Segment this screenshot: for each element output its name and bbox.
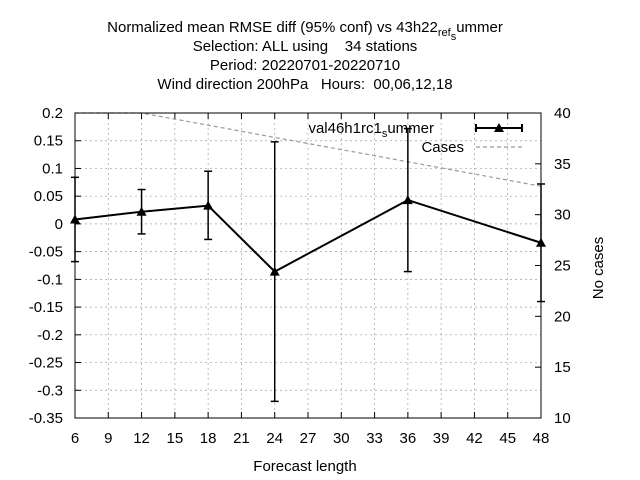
series-main-line — [74, 198, 542, 273]
y-tick-label: 0 — [55, 216, 63, 233]
title-sub-ref: ref — [438, 27, 452, 39]
x-tick-label: 9 — [104, 430, 112, 447]
plot-frame — [74, 112, 542, 419]
x-tick-label: 6 — [71, 430, 79, 447]
x-tick-label: 27 — [300, 430, 317, 447]
y-tick-label: 0.05 — [34, 188, 63, 205]
y-tick-label: -0.1 — [37, 271, 63, 288]
y-tick-label: -0.2 — [37, 327, 63, 344]
y-tick-label: 0.2 — [42, 105, 63, 122]
title-sub-s: s — [451, 31, 457, 43]
y2-tick-label: 15 — [554, 359, 571, 376]
y-tick-label: -0.3 — [37, 382, 63, 399]
y-tick-label: -0.05 — [29, 244, 63, 261]
series-main-point — [402, 195, 413, 205]
title-suffix: ummer — [456, 19, 503, 36]
legend-label-series-1-prefix: val46h1rc1 — [308, 120, 381, 137]
legend-label-series-1-sub: s — [382, 128, 388, 140]
x-tick-label: 45 — [499, 430, 516, 447]
x-tick-label: 42 — [466, 430, 483, 447]
x-tick-label: 21 — [233, 430, 250, 447]
legend-marker-series-1 — [494, 123, 504, 132]
series-main-point — [136, 206, 147, 216]
tick-label-layer: 6 9 12 15 18 21 24 27 30 33 36 39 42 45 48 -0.35 -0.3 -0.… — [29, 105, 571, 447]
legend-label-series-1: val46h1rc1summer — [308, 120, 434, 140]
legend-label-series-2: Cases — [421, 139, 464, 156]
y-tick-label: -0.15 — [29, 299, 63, 316]
y2-tick-label: 20 — [554, 308, 571, 325]
x-tick-label: 30 — [333, 430, 350, 447]
y2-tick-label: 10 — [554, 410, 571, 427]
x-tick-label: 15 — [167, 430, 184, 447]
chart-title: Normalized mean RMSE diff (95% conf) vs … — [107, 19, 503, 43]
y-tick-label: -0.25 — [29, 355, 63, 372]
y2-axis-label: No cases — [590, 237, 607, 300]
y-tick-label: -0.35 — [29, 410, 63, 427]
legend-label-series-1-suffix: ummer — [387, 120, 434, 137]
x-tick-label: 39 — [433, 430, 450, 447]
legend: val46h1rc1summer Cases — [308, 120, 523, 156]
y2-tick-label: 40 — [554, 105, 571, 122]
y-tick-label: 0.1 — [42, 160, 63, 177]
subtitle-period: Period: 20220701-20220710 — [210, 57, 400, 74]
y-tick-label: 0.15 — [34, 133, 63, 150]
y2-tick-label: 30 — [554, 207, 571, 224]
x-tick-label: 12 — [133, 430, 150, 447]
subtitle-parameter: Wind direction 200hPa Hours: 00,06,12,18 — [157, 76, 452, 93]
x-tick-label: 48 — [533, 430, 550, 447]
subtitle-selection: Selection: ALL using 34 stations — [193, 38, 418, 55]
series-main-point — [269, 266, 280, 276]
x-tick-label: 24 — [266, 430, 283, 447]
series-main-point — [203, 200, 214, 210]
series-cases-line — [75, 112, 542, 187]
x-axis-label: Forecast length — [253, 458, 356, 475]
x-tick-label: 36 — [400, 430, 417, 447]
y2-tick-label: 25 — [554, 258, 571, 275]
x-tick-label: 18 — [200, 430, 217, 447]
y2-tick-label: 35 — [554, 156, 571, 173]
x-tick-label: 33 — [366, 430, 383, 447]
title-prefix: Normalized mean RMSE diff (95% conf) vs … — [107, 19, 438, 36]
